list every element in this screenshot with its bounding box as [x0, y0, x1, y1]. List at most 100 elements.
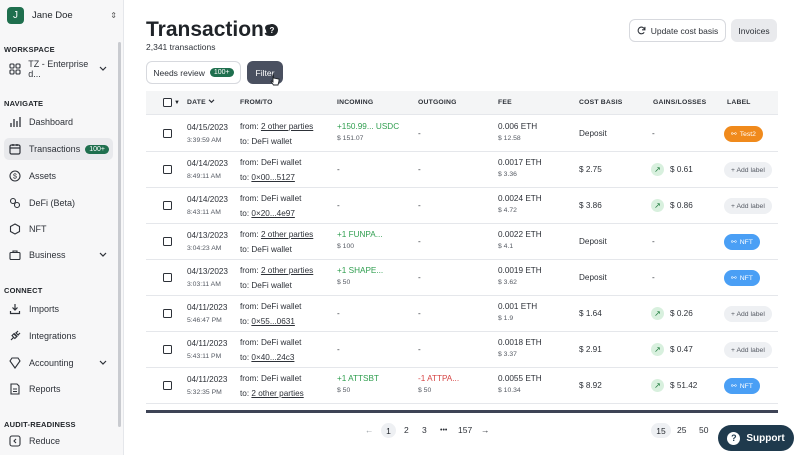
from-link[interactable]: 2 other parties	[260, 266, 314, 275]
row-fee: 0.0018 ETH	[498, 338, 542, 347]
to-link[interactable]: 0×40...24c3	[251, 353, 295, 362]
row-time: 3:39:59 AM	[187, 137, 222, 144]
sidebar-item-label: Business	[29, 250, 66, 260]
calendar-icon	[8, 142, 22, 156]
workspace-selector[interactable]: TZ - Enterprise d...	[4, 58, 113, 80]
row-incoming-usd: $ 151.07	[337, 135, 364, 142]
update-cost-basis-label: Update cost basis	[650, 25, 719, 36]
arrow-up-right-icon: ↗	[651, 163, 664, 176]
label-tag-nft[interactable]: ⚯ NFT	[724, 234, 760, 250]
table-row[interactable]: 04/11/2023 5:46:47 PM from: DeFi wallet to:…	[146, 296, 778, 332]
page-2-button[interactable]: 2	[404, 425, 409, 435]
row-checkbox[interactable]	[163, 309, 172, 318]
row-date: 04/11/2023	[187, 339, 228, 348]
table-row[interactable]: 04/14/2023 8:49:11 AM from: DeFi wallet to:…	[146, 152, 778, 188]
row-to: to: DeFi wallet	[240, 245, 292, 254]
sidebar-item-imports[interactable]: Imports	[4, 298, 113, 320]
row-fee: 0.0017 ETH	[498, 158, 542, 167]
row-date: 04/15/2023	[187, 123, 228, 132]
last-page-button[interactable]: 157	[458, 425, 473, 435]
user-switcher[interactable]: J Jane Doe ⇕	[7, 5, 117, 25]
sidebar-item-defi[interactable]: DeFi (Beta)	[4, 192, 113, 214]
table-row[interactable]: 04/15/2023 3:39:59 AM from: 2 other partie…	[146, 116, 778, 152]
plug-icon	[8, 329, 22, 343]
row-checkbox[interactable]	[163, 201, 172, 210]
table-row[interactable]: 04/11/2023 from: DeFi wallet 0.0046 ETH	[146, 404, 778, 410]
row-from: from: DeFi wallet	[240, 374, 302, 383]
label-tag-nft[interactable]: ⚯ NFT	[724, 378, 760, 394]
select-all-checkbox[interactable]	[163, 98, 172, 107]
sidebar-item-transactions[interactable]: Transactions 100+	[4, 138, 113, 160]
row-outgoing: -	[418, 309, 421, 318]
sidebar-item-integrations[interactable]: Integrations	[4, 325, 113, 347]
invoices-button[interactable]: Invoices	[731, 19, 777, 42]
add-label-button[interactable]: + Add label	[724, 162, 772, 178]
navigate-heading: NAVIGATE	[4, 99, 44, 108]
needs-review-badge: 100+	[209, 68, 234, 77]
row-fee-usd: $ 4.72	[498, 207, 517, 214]
page-size-15[interactable]: 15	[651, 423, 671, 438]
to-link[interactable]: 0×00...5127	[251, 173, 295, 182]
row-checkbox[interactable]	[163, 165, 172, 174]
sidebar-item-reduce[interactable]: Reduce	[4, 430, 113, 452]
table-row[interactable]: 04/13/2023 3:03:11 AM from: 2 other partie…	[146, 260, 778, 296]
transaction-count: 2,341 transactions	[146, 42, 216, 52]
row-checkbox[interactable]	[163, 345, 172, 354]
table-row[interactable]: 04/11/2023 5:43:11 PM from: DeFi wallet to:…	[146, 332, 778, 368]
chevron-down-icon	[99, 358, 107, 368]
link-icon: ⚯	[731, 275, 737, 282]
sidebar-item-business[interactable]: Business	[4, 244, 113, 266]
row-checkbox[interactable]	[163, 273, 172, 282]
label-tag-nft[interactable]: ⚯ NFT	[724, 270, 760, 286]
update-cost-basis-button[interactable]: Update cost basis	[629, 19, 726, 42]
page-size-25[interactable]: 25	[677, 425, 687, 435]
row-from: from: 2 other parties	[240, 122, 314, 131]
from-link[interactable]: 2 other parties	[260, 122, 314, 131]
select-all-caret-icon[interactable]: ▼	[174, 100, 180, 106]
add-label-button[interactable]: + Add label	[724, 342, 772, 358]
help-icon[interactable]: ?	[266, 24, 278, 36]
row-gain: $ 0.47	[670, 345, 693, 354]
label-tag[interactable]: ⚯ Test2	[724, 126, 763, 142]
row-fee-usd: $ 10.34	[498, 387, 521, 394]
sidebar-item-label: Transactions	[29, 144, 81, 154]
add-label-button[interactable]: + Add label	[724, 306, 772, 322]
page-1-button[interactable]: 1	[381, 423, 396, 438]
sidebar-item-assets[interactable]: $ Assets	[4, 165, 113, 187]
from-link[interactable]: 2 other parties	[260, 230, 314, 239]
row-outgoing-usd: $ 50	[418, 387, 432, 394]
support-button[interactable]: ? Support	[718, 425, 794, 451]
sidebar-item-dashboard[interactable]: Dashboard	[4, 111, 113, 133]
table-row[interactable]: 04/13/2023 3:04:23 AM from: 2 other partie…	[146, 224, 778, 260]
next-page-button[interactable]: →	[481, 425, 490, 435]
to-link[interactable]: 0×20...4e97	[251, 209, 295, 218]
to-text: DeFi wallet	[251, 245, 292, 254]
sidebar-item-reports[interactable]: Reports	[4, 378, 113, 400]
table-row[interactable]: 04/11/2023 5:32:35 PM from: DeFi wallet to:…	[146, 368, 778, 404]
pagination-ellipsis[interactable]: •••	[440, 427, 448, 434]
table-row[interactable]: 04/14/2023 8:43:11 AM from: DeFi wallet to:…	[146, 188, 778, 224]
add-label-button[interactable]: + Add label	[724, 198, 772, 214]
sidebar-scrollbar[interactable]	[118, 42, 121, 427]
row-fee: 0.001 ETH	[498, 302, 538, 311]
row-cost-basis: Deposit	[579, 129, 607, 138]
prev-page-button[interactable]: ←	[365, 425, 374, 435]
row-checkbox[interactable]	[163, 129, 172, 138]
page-3-button[interactable]: 3	[422, 425, 427, 435]
row-time: 3:04:23 AM	[187, 245, 222, 252]
sidebar-item-nft[interactable]: NFT	[4, 218, 113, 240]
sidebar-item-accounting[interactable]: Accounting	[4, 352, 113, 374]
row-to: to: DeFi wallet	[240, 281, 292, 290]
needs-review-button[interactable]: Needs review 100+	[146, 61, 241, 84]
row-fee: 0.0055 ETH	[498, 374, 542, 383]
row-outgoing: -	[418, 273, 421, 282]
row-to: to: 0×00...5127	[240, 173, 295, 182]
row-checkbox[interactable]	[163, 381, 172, 390]
row-checkbox[interactable]	[163, 237, 172, 246]
to-link[interactable]: 2 other parties	[251, 389, 304, 398]
row-incoming: -	[337, 201, 340, 210]
connect-heading: CONNECT	[4, 286, 43, 295]
column-header-date[interactable]: DATE	[187, 99, 215, 106]
page-size-50[interactable]: 50	[699, 425, 709, 435]
to-link[interactable]: 0×55...0631	[251, 317, 295, 326]
